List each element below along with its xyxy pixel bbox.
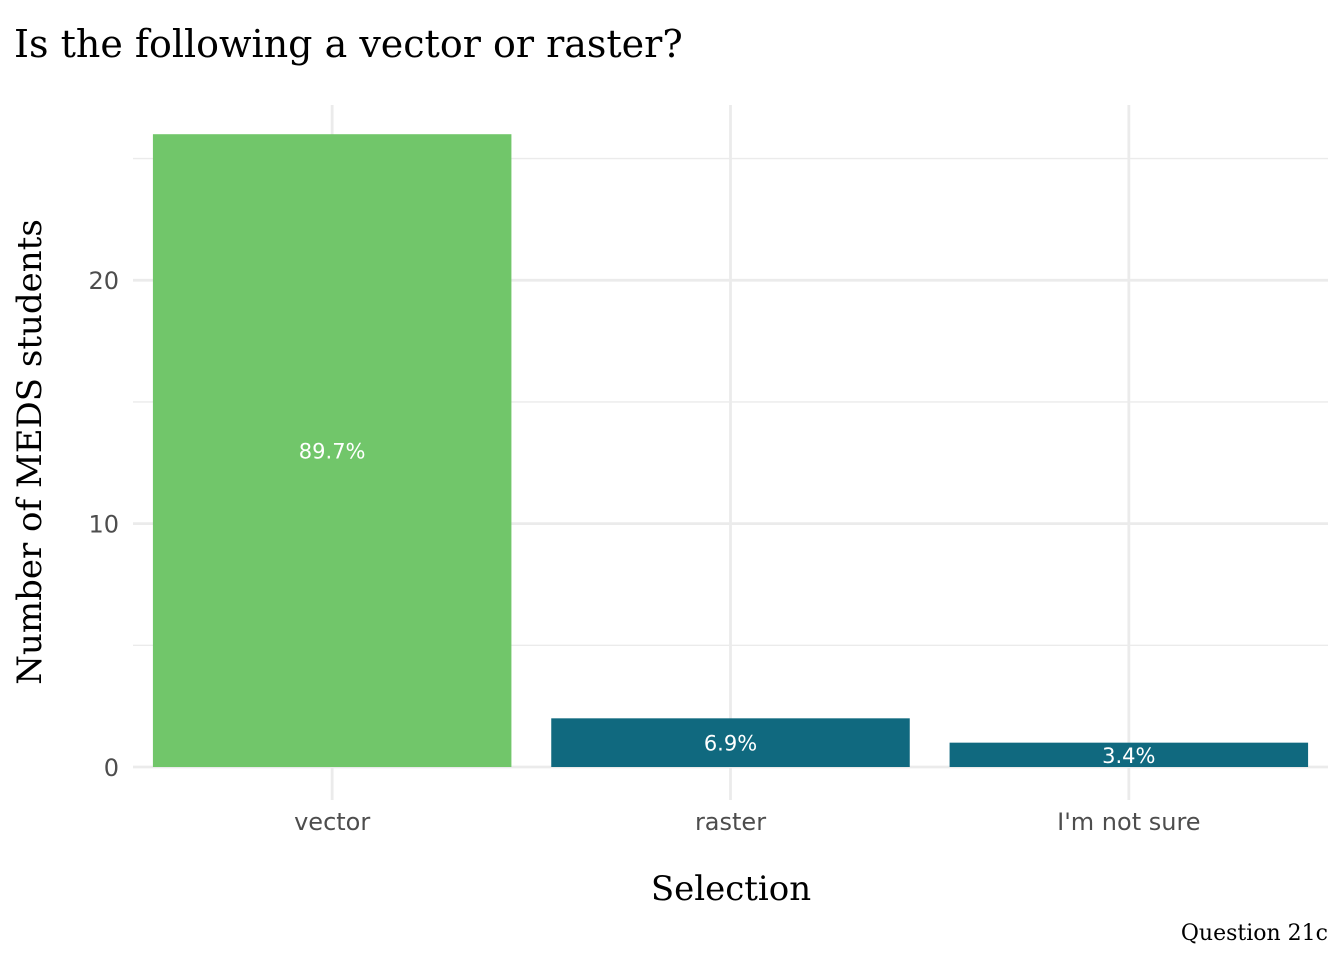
y-tick-label: 10 xyxy=(88,511,119,539)
x-axis-ticks: vector raster I'm not sure xyxy=(294,808,1200,836)
bar-data-label: 89.7% xyxy=(299,440,366,464)
bar-data-label: 3.4% xyxy=(1102,744,1155,768)
chart-caption: Question 21c xyxy=(1181,921,1328,946)
y-axis-label: Number of MEDS students xyxy=(10,219,50,685)
bar-raster xyxy=(551,718,910,767)
bar-data-label: 6.9% xyxy=(704,732,757,756)
y-axis-ticks: 0 10 20 xyxy=(88,267,119,782)
bars-layer xyxy=(152,134,1309,768)
y-tick-label: 0 xyxy=(104,754,119,782)
x-tick-label: vector xyxy=(294,808,370,836)
x-axis-label: Selection xyxy=(651,869,811,909)
x-tick-label: I'm not sure xyxy=(1057,808,1200,836)
x-tick-label: raster xyxy=(695,808,766,836)
bar-vector xyxy=(152,134,512,768)
chart-title: Is the following a vector or raster? xyxy=(14,22,683,66)
bar-i-m-not-sure xyxy=(949,742,1309,767)
bar-labels-layer: 89.7% 6.9% 3.4% xyxy=(299,440,1156,768)
y-tick-label: 20 xyxy=(88,267,119,295)
